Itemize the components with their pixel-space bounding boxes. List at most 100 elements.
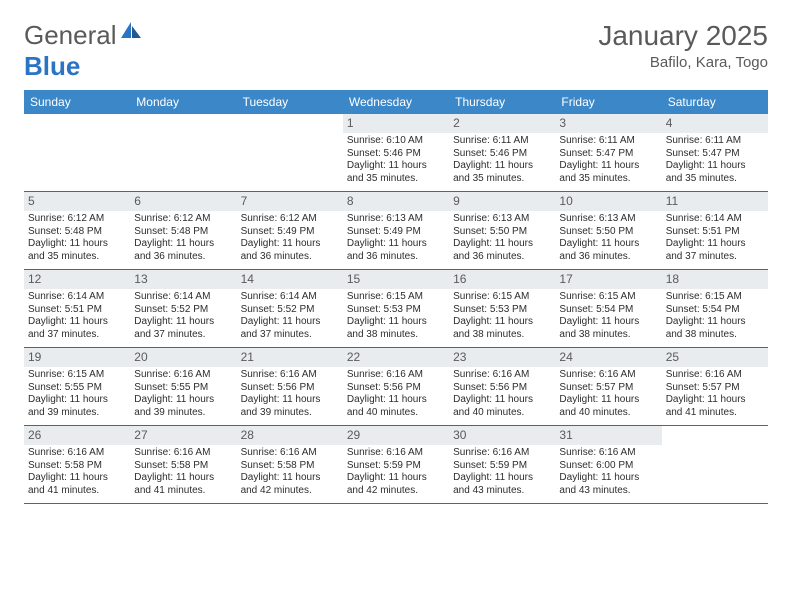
calendar-cell: 27 Sunrise: 6:16 AMSunset: 5:58 PMDayligh… <box>130 426 236 503</box>
day-info: Sunrise: 6:16 AMSunset: 5:56 PMDaylight:… <box>347 369 445 419</box>
daylight-text: Daylight: 11 hours and 37 minutes. <box>241 316 339 341</box>
day-number: 1 <box>343 114 449 133</box>
logo: GeneralBlue <box>24 20 143 82</box>
day-info: Sunrise: 6:11 AMSunset: 5:46 PMDaylight:… <box>453 135 551 185</box>
sunrise-text: Sunrise: 6:11 AM <box>453 135 551 148</box>
calendar: SundayMondayTuesdayWednesdayThursdayFrid… <box>24 90 768 504</box>
day-number: 17 <box>555 270 661 289</box>
sunrise-text: Sunrise: 6:12 AM <box>241 213 339 226</box>
sunset-text: Sunset: 5:50 PM <box>559 226 657 239</box>
calendar-row: 26Sunrise: 6:16 AMSunset: 5:58 PMDayligh… <box>24 426 768 504</box>
sunset-text: Sunset: 5:59 PM <box>453 460 551 473</box>
location: Bafilo, Kara, Togo <box>598 54 768 71</box>
day-number: 27 <box>130 426 236 445</box>
day-info: Sunrise: 6:11 AMSunset: 5:47 PMDaylight:… <box>559 135 657 185</box>
sunrise-text: Sunrise: 6:14 AM <box>241 291 339 304</box>
sunrise-text: Sunrise: 6:15 AM <box>28 369 126 382</box>
day-info: Sunrise: 6:10 AMSunset: 5:46 PMDaylight:… <box>347 135 445 185</box>
sunrise-text: Sunrise: 6:16 AM <box>559 369 657 382</box>
day-number: 31 <box>555 426 661 445</box>
day-header: Tuesday <box>237 90 343 114</box>
calendar-cell: 12Sunrise: 6:14 AMSunset: 5:51 PMDayligh… <box>24 270 130 347</box>
day-number: 3 <box>555 114 661 133</box>
sunset-text: Sunset: 6:00 PM <box>559 460 657 473</box>
daylight-text: Daylight: 11 hours and 40 minutes. <box>559 394 657 419</box>
calendar-cell: 21Sunrise: 6:16 AMSunset: 5:56 PMDayligh… <box>237 348 343 425</box>
day-info: Sunrise: 6:16 AMSunset: 6:00 PMDaylight:… <box>559 447 657 497</box>
day-number: 19 <box>24 348 130 367</box>
daylight-text: Daylight: 11 hours and 36 minutes. <box>241 238 339 263</box>
calendar-cell: 11Sunrise: 6:14 AMSunset: 5:51 PMDayligh… <box>662 192 768 269</box>
sunrise-text: Sunrise: 6:11 AM <box>666 135 764 148</box>
sunset-text: Sunset: 5:52 PM <box>134 304 232 317</box>
day-info: Sunrise: 6:12 AMSunset: 5:48 PMDaylight:… <box>28 213 126 263</box>
calendar-cell: 29Sunrise: 6:16 AMSunset: 5:59 PMDayligh… <box>343 426 449 503</box>
calendar-cell <box>237 114 343 191</box>
day-header: Friday <box>555 90 661 114</box>
daylight-text: Daylight: 11 hours and 41 minutes. <box>28 472 126 497</box>
calendar-cell: 19 Sunrise: 6:15 AMSunset: 5:55 PMDayligh… <box>24 348 130 425</box>
calendar-cell: 23Sunrise: 6:16 AMSunset: 5:56 PMDayligh… <box>449 348 555 425</box>
day-info: Sunrise: 6:13 AMSunset: 5:50 PMDaylight:… <box>453 213 551 263</box>
day-number: 14 <box>237 270 343 289</box>
day-number: 2 <box>449 114 555 133</box>
daylight-text: Daylight: 11 hours and 35 minutes. <box>666 160 764 185</box>
day-info: Sunrise: 6:15 AMSunset: 5:55 PMDaylight:… <box>28 369 126 419</box>
daylight-text: Daylight: 11 hours and 38 minutes. <box>666 316 764 341</box>
day-header: Monday <box>130 90 236 114</box>
sunrise-text: Sunrise: 6:16 AM <box>347 369 445 382</box>
sunrise-text: Sunrise: 6:12 AM <box>134 213 232 226</box>
day-info: Sunrise: 6:15 AMSunset: 5:54 PMDaylight:… <box>666 291 764 341</box>
day-header: Saturday <box>662 90 768 114</box>
calendar-cell: 22Sunrise: 6:16 AMSunset: 5:56 PMDayligh… <box>343 348 449 425</box>
calendar-cell <box>24 114 130 191</box>
sunrise-text: Sunrise: 6:16 AM <box>453 369 551 382</box>
sunrise-text: Sunrise: 6:13 AM <box>559 213 657 226</box>
day-number: 11 <box>662 192 768 211</box>
title-block: January 2025 Bafilo, Kara, Togo <box>598 20 768 71</box>
calendar-cell: 10Sunrise: 6:13 AMSunset: 5:50 PMDayligh… <box>555 192 661 269</box>
calendar-row: 1 Sunrise: 6:10 AMSunset: 5:46 PMDaylight… <box>24 114 768 192</box>
day-info: Sunrise: 6:16 AMSunset: 5:58 PMDaylight:… <box>241 447 339 497</box>
daylight-text: Daylight: 11 hours and 36 minutes. <box>347 238 445 263</box>
sunset-text: Sunset: 5:48 PM <box>134 226 232 239</box>
calendar-header-row: SundayMondayTuesdayWednesdayThursdayFrid… <box>24 90 768 114</box>
calendar-cell: 2 Sunrise: 6:11 AMSunset: 5:46 PMDaylight… <box>449 114 555 191</box>
sunset-text: Sunset: 5:55 PM <box>134 382 232 395</box>
calendar-cell: 15 Sunrise: 6:15 AMSunset: 5:53 PMDayligh… <box>343 270 449 347</box>
day-info: Sunrise: 6:16 AMSunset: 5:56 PMDaylight:… <box>453 369 551 419</box>
calendar-body: 1 Sunrise: 6:10 AMSunset: 5:46 PMDaylight… <box>24 114 768 504</box>
day-info: Sunrise: 6:15 AMSunset: 5:53 PMDaylight:… <box>347 291 445 341</box>
day-info: Sunrise: 6:13 AMSunset: 5:49 PMDaylight:… <box>347 213 445 263</box>
calendar-cell: 20Sunrise: 6:16 AMSunset: 5:55 PMDayligh… <box>130 348 236 425</box>
day-info: Sunrise: 6:16 AMSunset: 5:56 PMDaylight:… <box>241 369 339 419</box>
sunrise-text: Sunrise: 6:16 AM <box>347 447 445 460</box>
sunset-text: Sunset: 5:54 PM <box>666 304 764 317</box>
day-number: 6 <box>130 192 236 211</box>
sunrise-text: Sunrise: 6:16 AM <box>134 369 232 382</box>
day-info: Sunrise: 6:16 AMSunset: 5:55 PMDaylight:… <box>134 369 232 419</box>
calendar-cell: 14Sunrise: 6:14 AMSunset: 5:52 PMDayligh… <box>237 270 343 347</box>
day-info: Sunrise: 6:12 AMSunset: 5:49 PMDaylight:… <box>241 213 339 263</box>
calendar-row: 19Sunrise: 6:15 AMSunset: 5:55 PMDayligh… <box>24 348 768 426</box>
sunrise-text: Sunrise: 6:15 AM <box>347 291 445 304</box>
daylight-text: Daylight: 11 hours and 36 minutes. <box>559 238 657 263</box>
sunrise-text: Sunrise: 6:16 AM <box>241 369 339 382</box>
sunset-text: Sunset: 5:59 PM <box>347 460 445 473</box>
day-info: Sunrise: 6:16 AMSunset: 5:59 PMDaylight:… <box>453 447 551 497</box>
calendar-page: GeneralBlue January 2025 Bafilo, Kara, T… <box>0 0 792 612</box>
day-number: 5 <box>24 192 130 211</box>
sunset-text: Sunset: 5:51 PM <box>28 304 126 317</box>
day-number: 15 <box>343 270 449 289</box>
sunset-text: Sunset: 5:54 PM <box>559 304 657 317</box>
daylight-text: Daylight: 11 hours and 39 minutes. <box>241 394 339 419</box>
daylight-text: Daylight: 11 hours and 38 minutes. <box>453 316 551 341</box>
logo-sail-icon <box>119 20 143 40</box>
day-number: 26 <box>24 426 130 445</box>
day-info: Sunrise: 6:16 AMSunset: 5:58 PMDaylight:… <box>134 447 232 497</box>
day-number: 16 <box>449 270 555 289</box>
calendar-cell: 26Sunrise: 6:16 AMSunset: 5:58 PMDayligh… <box>24 426 130 503</box>
day-number: 24 <box>555 348 661 367</box>
daylight-text: Daylight: 11 hours and 42 minutes. <box>347 472 445 497</box>
daylight-text: Daylight: 11 hours and 35 minutes. <box>28 238 126 263</box>
